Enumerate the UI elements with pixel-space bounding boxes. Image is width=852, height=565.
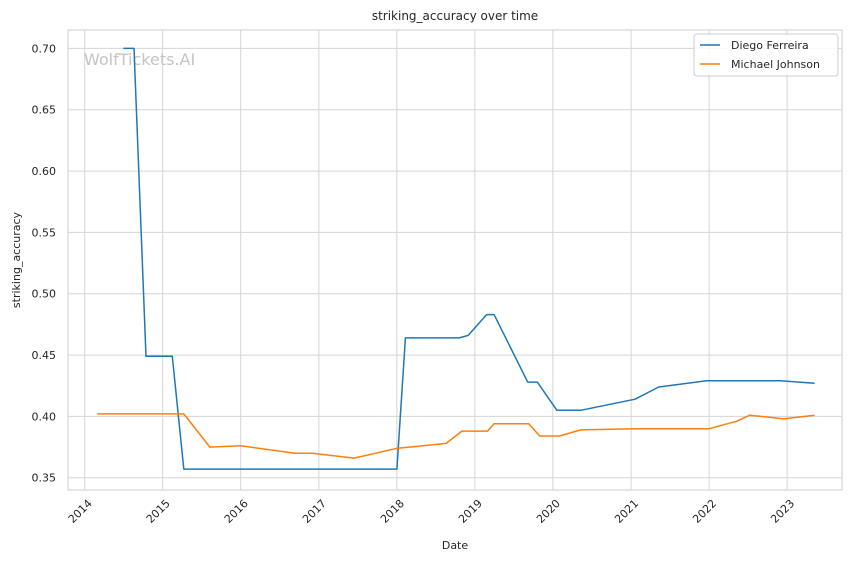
y-tick-label: 0.65 <box>32 104 57 117</box>
series-lines <box>97 47 815 470</box>
y-tick-label: 0.45 <box>32 349 57 362</box>
legend-label-diego-ferreira: Diego Ferreira <box>731 39 809 52</box>
x-axis-label: Date <box>442 539 469 552</box>
series-line-michael-johnson <box>97 413 815 459</box>
x-gridlines <box>84 30 788 490</box>
y-tick-label: 0.50 <box>32 288 57 301</box>
y-tick-label: 0.55 <box>32 226 57 239</box>
x-tick-label: 2022 <box>690 497 719 526</box>
legend: Diego Ferreira Michael Johnson <box>693 33 839 77</box>
x-tick-label: 2018 <box>378 497 407 526</box>
y-tick-labels: 0.35 0.40 0.45 0.50 0.55 0.60 0.65 0.70 <box>32 42 57 484</box>
x-tick-label: 2017 <box>300 497 329 526</box>
x-tick-label: 2020 <box>534 497 563 526</box>
y-gridlines <box>68 47 842 479</box>
x-tick-label: 2016 <box>222 497 251 526</box>
y-tick-label: 0.70 <box>32 42 57 55</box>
y-tick-label: 0.40 <box>32 410 57 423</box>
legend-box <box>693 33 839 77</box>
x-tick-label: 2023 <box>768 497 797 526</box>
series-line-diego-ferreira <box>123 47 815 470</box>
x-tick-labels: 2014 2015 2016 2017 2018 2019 2020 2021 2022 2023 <box>66 497 797 526</box>
legend-label-michael-johnson: Michael Johnson <box>731 58 820 71</box>
y-axis-label: striking_accuracy <box>10 211 23 308</box>
x-tick-label: 2014 <box>66 497 95 526</box>
watermark: WolfTickets.AI <box>84 50 195 69</box>
y-tick-label: 0.35 <box>32 472 57 485</box>
chart-title: striking_accuracy over time <box>372 9 538 23</box>
plot-area <box>67 29 843 491</box>
x-tick-label: 2019 <box>456 497 485 526</box>
x-tick-label: 2015 <box>144 497 173 526</box>
y-tick-label: 0.60 <box>32 165 57 178</box>
x-tick-label: 2021 <box>612 497 641 526</box>
